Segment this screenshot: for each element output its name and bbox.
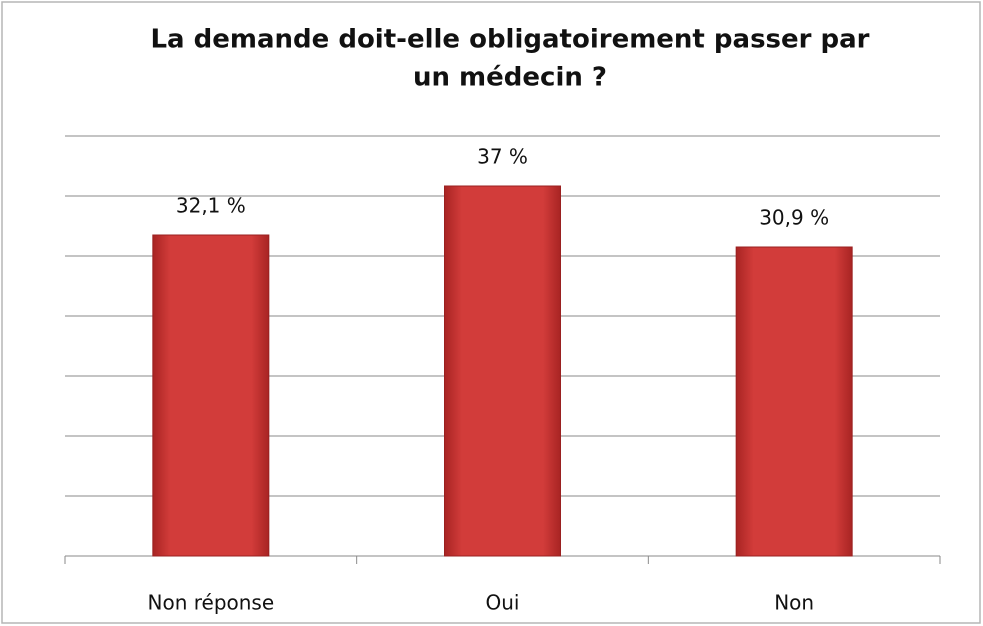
bar [444,185,561,557]
x-tick-label: Non [774,591,814,615]
bar [735,246,853,557]
data-label: 37 % [477,145,528,169]
data-label: 30,9 % [759,206,829,230]
data-label: 32,1 % [176,194,246,218]
bar [152,234,270,557]
x-tick-label: Non réponse [148,591,275,615]
chart-title: un médecin ? [413,63,607,93]
x-tick-label: Oui [486,591,520,615]
chart-title: La demande doit-elle obligatoirement pas… [150,25,869,55]
